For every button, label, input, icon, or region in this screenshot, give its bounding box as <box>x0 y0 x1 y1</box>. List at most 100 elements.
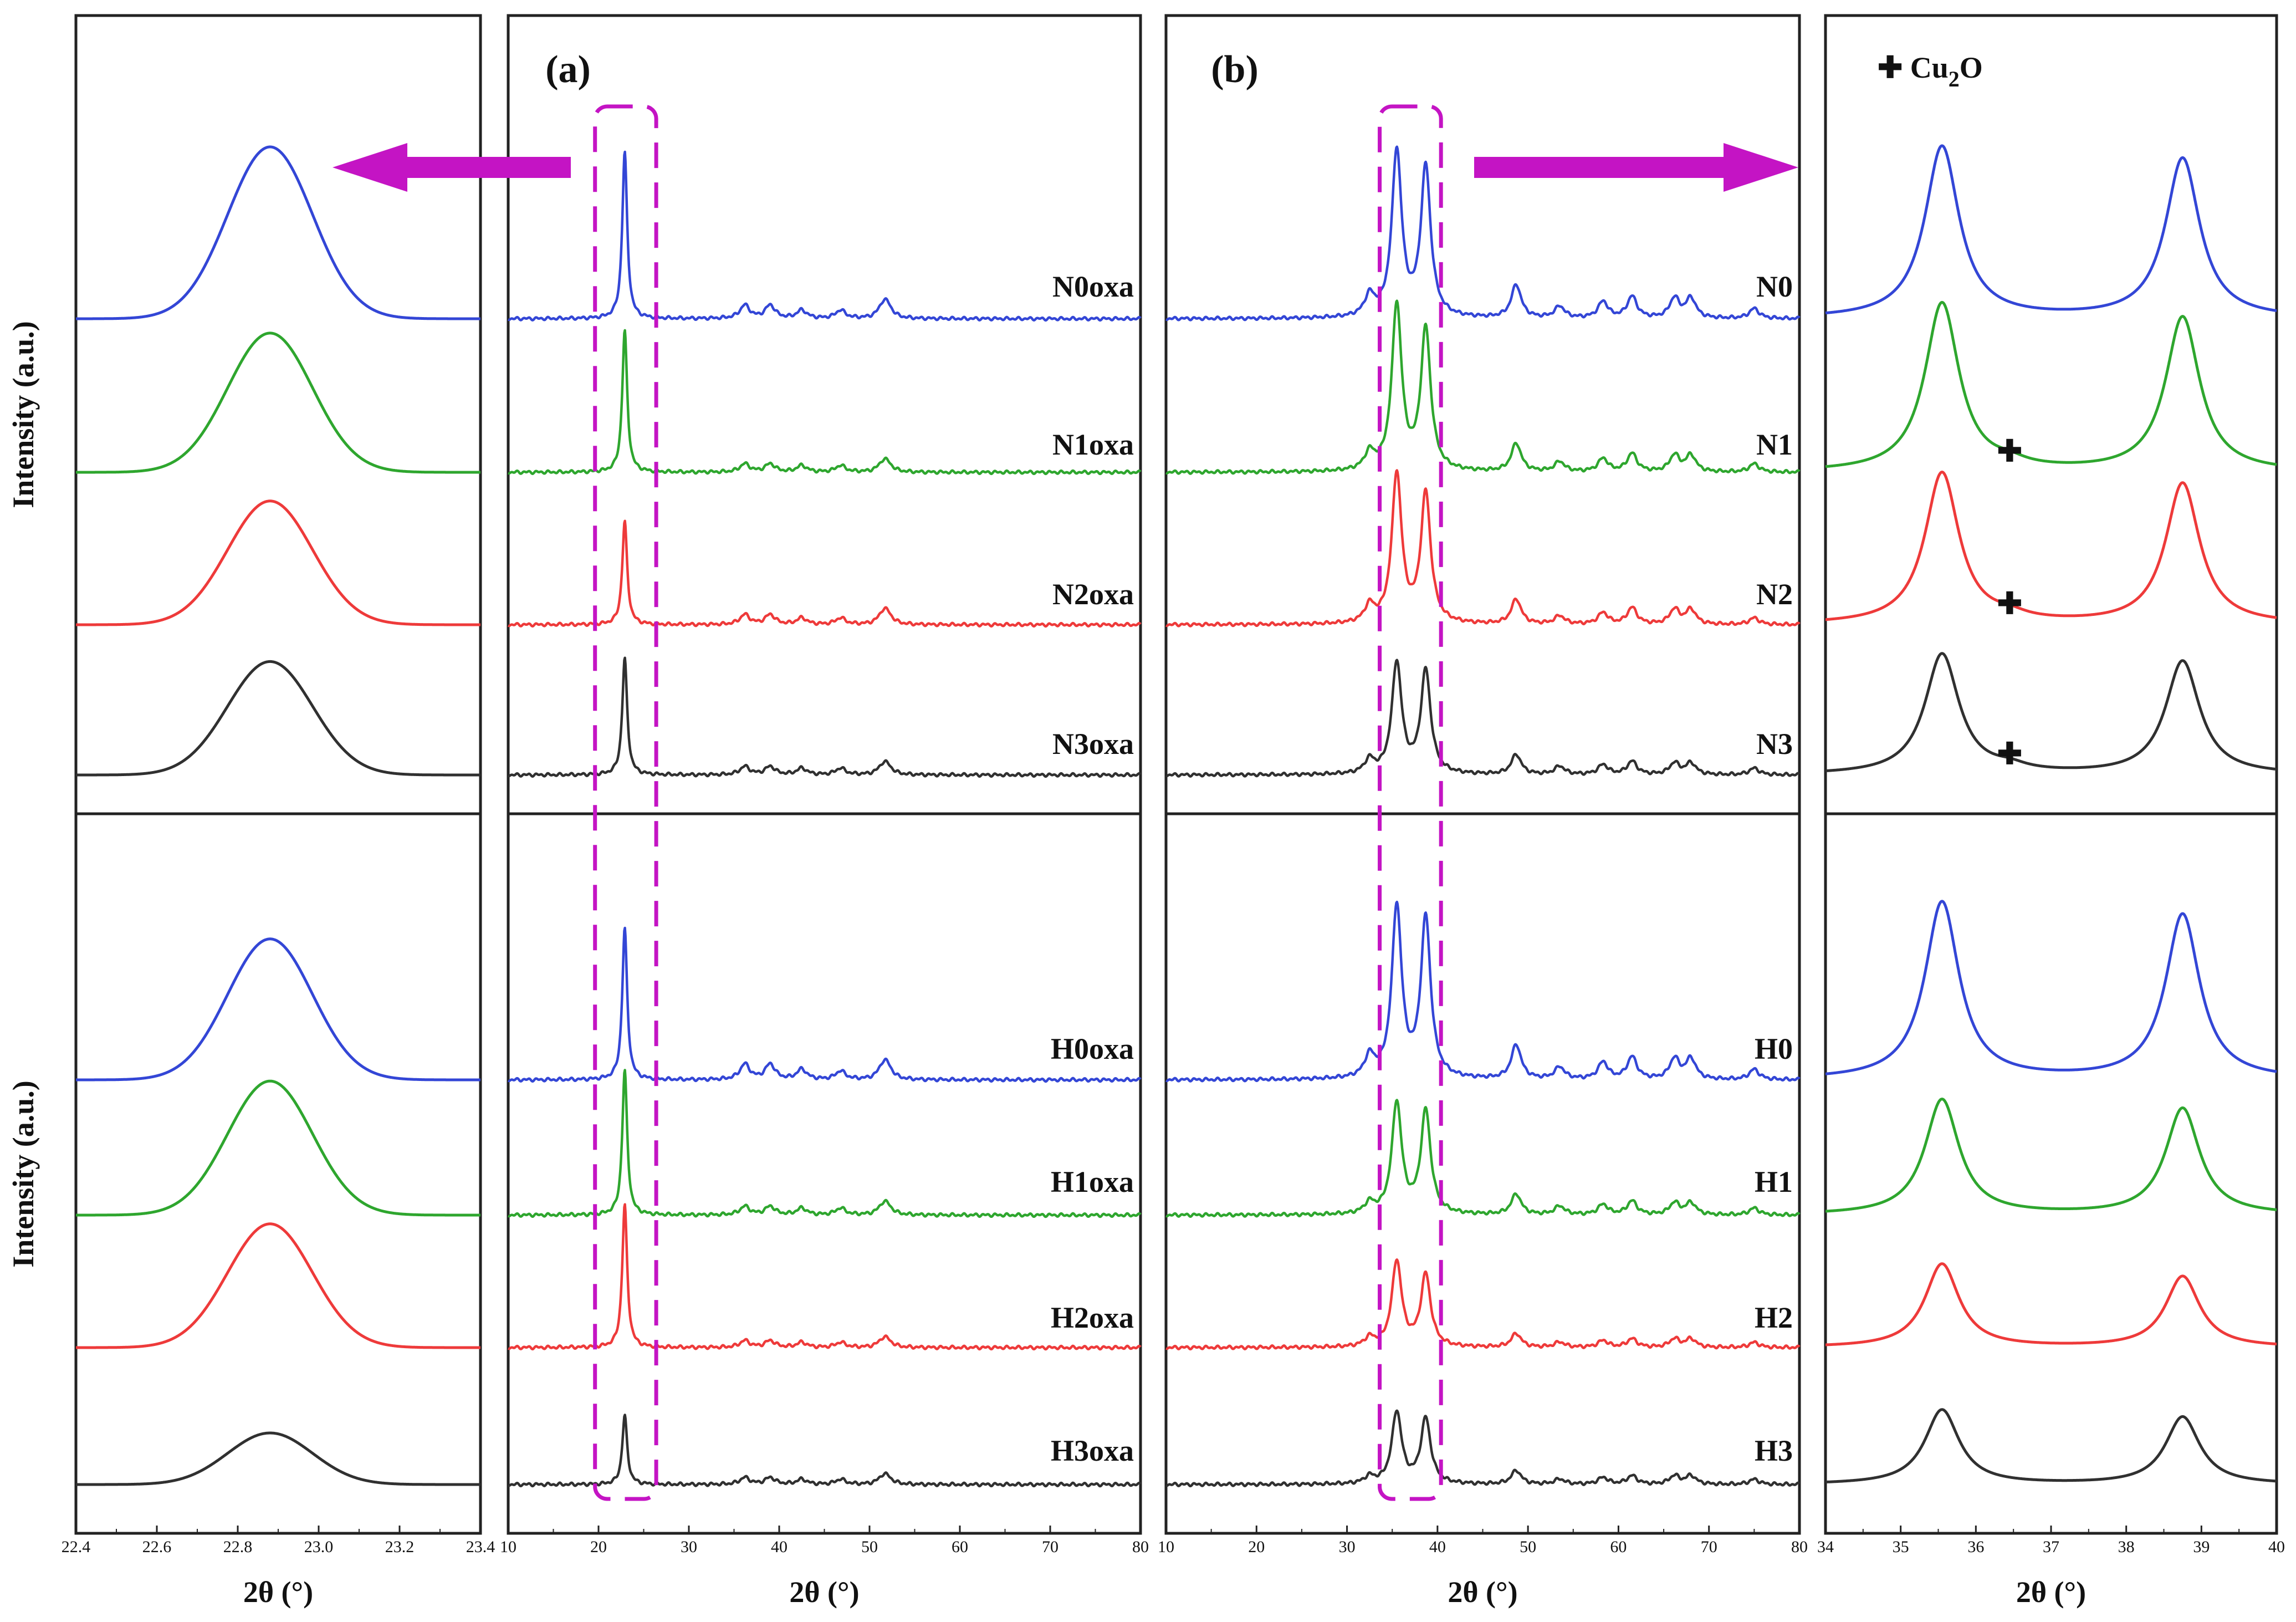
x-axis-label: 2θ (°) <box>789 1575 859 1609</box>
series-line-N2oxa <box>75 499 482 626</box>
panel-cu_zoom: 34 35 36 37 38 39 40 2θ (°) ✚ ✚ ✚ <box>1817 14 2285 1609</box>
series-line-N3oxa <box>75 660 482 777</box>
series-line-N0oxa <box>75 145 482 320</box>
x-axis-label: 2θ (°) <box>1448 1575 1517 1609</box>
series-label-N0oxa: N0oxa <box>1052 270 1134 303</box>
series-line-H1oxa <box>507 1069 1142 1218</box>
x-tick-label: 22.8 <box>223 1538 253 1556</box>
series-line-H3 <box>1165 1409 1801 1488</box>
series-label-N1oxa: N1oxa <box>1052 428 1134 461</box>
series-line-H0 <box>1824 900 2278 1075</box>
x-tick-label: 60 <box>1610 1538 1627 1556</box>
series-label-H3: H3 <box>1755 1434 1793 1467</box>
series-line-H2 <box>1165 1258 1801 1351</box>
series-line-N1 <box>1165 299 1801 475</box>
series-line-H1 <box>1824 1098 2278 1213</box>
series-label-H1: H1 <box>1755 1165 1793 1198</box>
x-tick-label: 40 <box>2268 1538 2285 1556</box>
series-line-N1oxa <box>75 331 482 474</box>
series-line-H1oxa <box>75 1079 482 1217</box>
series-line-H2oxa <box>75 1222 482 1349</box>
series-line-N2oxa <box>507 519 1142 628</box>
panel-a_full: 10 20 30 40 50 60 70 80 2θ (°) N0oxa N1oxa N2oxa N3o… <box>500 14 1149 1609</box>
x-tick-label: 70 <box>1042 1538 1058 1556</box>
x-tick-label: 34 <box>1817 1538 1834 1556</box>
x-axis-label: 2θ (°) <box>243 1575 313 1609</box>
series-label-N2: N2 <box>1756 578 1793 611</box>
panel-frame-bottom <box>507 812 1142 1535</box>
x-tick-label: 30 <box>1339 1538 1356 1556</box>
legend-cu2o: ✚ Cu2O <box>1878 51 1983 91</box>
x-tick-label: 36 <box>1967 1538 1984 1556</box>
panel-oxa_zoom: 22.4 22.6 22.8 23.0 23.2 23.4 2θ (°) <box>62 14 495 1609</box>
series-line-H3oxa <box>75 1431 482 1486</box>
panel-b_full: 10 20 30 40 50 60 70 80 2θ (°) N0 N1 N2 N3 H0 H1 H2 H3 <box>1158 14 1808 1609</box>
x-tick-label: 37 <box>2043 1538 2059 1556</box>
x-tick-label: 70 <box>1701 1538 1717 1556</box>
y-axis-label: Intensity (a.u.) <box>7 321 40 508</box>
panel-frame-bottom <box>1164 812 1801 1535</box>
panel-frame-top <box>1164 14 1801 815</box>
series-line-H3 <box>1824 1408 2278 1483</box>
panel-label-a: (a) <box>545 48 591 91</box>
legend-cu2o-sub: 2 <box>1949 67 1960 91</box>
series-label-N3oxa: N3oxa <box>1052 727 1134 761</box>
x-tick-label: 23.0 <box>304 1538 334 1556</box>
panel-frame-top <box>507 14 1142 815</box>
x-tick-label: 39 <box>2193 1538 2210 1556</box>
x-tick-label: 30 <box>681 1538 697 1556</box>
series-line-N2 <box>1824 471 2278 621</box>
series-line-N3 <box>1824 652 2278 773</box>
series-line-N2 <box>1165 469 1801 628</box>
series-label-N3: N3 <box>1756 727 1793 761</box>
legend-cu2o-text: Cu <box>1910 51 1949 84</box>
arrow-left-icon <box>333 143 571 192</box>
x-tick-label: 40 <box>771 1538 788 1556</box>
series-line-H0 <box>1165 900 1801 1083</box>
series-label-N0: N0 <box>1756 270 1793 303</box>
x-tick-label: 40 <box>1429 1538 1446 1556</box>
x-tick-label: 35 <box>1893 1538 1909 1556</box>
cu2o-marker: ✚ <box>1997 737 2022 771</box>
y-axis-label: Intensity (a.u.) <box>7 1080 40 1268</box>
x-tick-label: 23.2 <box>385 1538 415 1556</box>
legend-cu2o-symbol: ✚ <box>1878 51 1910 84</box>
x-tick-label: 38 <box>2118 1538 2135 1556</box>
x-tick-label: 60 <box>952 1538 968 1556</box>
x-axis-label: 2θ (°) <box>2016 1575 2086 1609</box>
series-line-N0 <box>1165 145 1801 322</box>
x-tick-label: 50 <box>1520 1538 1536 1556</box>
series-label-N2oxa: N2oxa <box>1052 578 1134 611</box>
highlight-box <box>1378 104 1443 1501</box>
series-line-H1 <box>1165 1099 1801 1218</box>
legend-cu2o-end: O <box>1960 51 1983 84</box>
series-label-H3oxa: H3oxa <box>1051 1434 1134 1467</box>
series-line-N0 <box>1824 144 2278 315</box>
series-line-H3oxa <box>507 1414 1142 1488</box>
panel-frame-top <box>74 14 482 815</box>
x-tick-label: 10 <box>1158 1538 1174 1556</box>
series-line-H2oxa <box>507 1203 1142 1351</box>
x-tick-label: 23.4 <box>466 1538 495 1556</box>
x-tick-label: 20 <box>1248 1538 1265 1556</box>
series-line-H0oxa <box>75 937 482 1082</box>
series-label-H0oxa: H0oxa <box>1051 1032 1134 1065</box>
series-line-N1 <box>1824 300 2278 468</box>
series-line-N0oxa <box>507 150 1142 322</box>
series-label-H1oxa: H1oxa <box>1051 1165 1134 1198</box>
x-tick-label: 22.6 <box>142 1538 172 1556</box>
series-line-H0oxa <box>507 926 1142 1083</box>
panel-frame-bottom <box>74 812 482 1535</box>
series-line-N3oxa <box>507 656 1142 778</box>
x-tick-label: 10 <box>500 1538 517 1556</box>
series-line-H2 <box>1824 1262 2278 1346</box>
panel-label-b: (b) <box>1211 48 1259 91</box>
x-tick-label: 80 <box>1132 1538 1149 1556</box>
series-label-H2oxa: H2oxa <box>1051 1301 1134 1334</box>
series-line-N1oxa <box>507 329 1142 476</box>
series-label-H0: H0 <box>1755 1032 1793 1065</box>
arrow-right-icon <box>1474 143 1798 192</box>
x-tick-label: 80 <box>1791 1538 1808 1556</box>
x-tick-label: 20 <box>590 1538 607 1556</box>
